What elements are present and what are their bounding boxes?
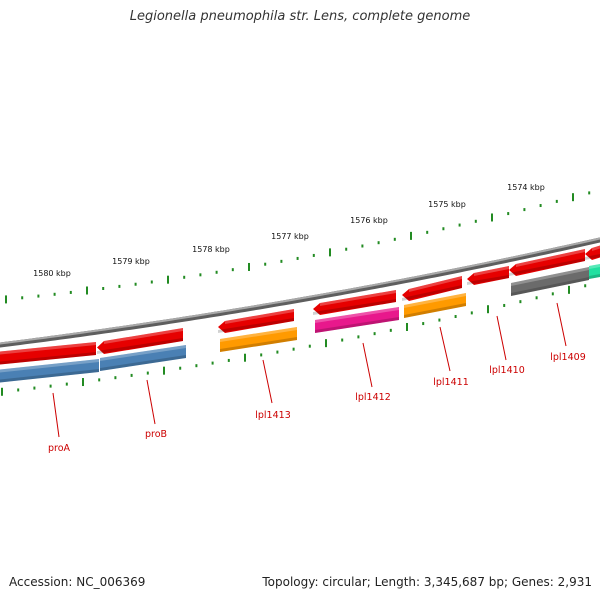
gene-label-lpl1413: lpl1413 — [255, 410, 291, 421]
map-title: Legionella pneumophila str. Lens, comple… — [129, 9, 471, 24]
scale-label-1575: 1575 kbp — [428, 200, 466, 209]
gene-feature-red — [402, 276, 462, 301]
scale-label-1579: 1579 kbp — [112, 257, 150, 266]
scale-label-1580: 1580 kbp — [33, 269, 71, 278]
gene-feature-red — [313, 290, 396, 315]
scale-label-1578: 1578 kbp — [192, 245, 230, 254]
gene-label-leader-lpl1412 — [362, 342, 373, 388]
gene-feature-orange — [220, 327, 297, 352]
gene-feature-red — [585, 245, 600, 260]
gene-label-proA: proA — [48, 443, 71, 454]
gene-label-leader-lpl1409 — [556, 302, 567, 347]
gene-feature-red — [0, 342, 96, 365]
gene-label-lpl1412: lpl1412 — [355, 392, 391, 403]
gene-feature-teal — [589, 263, 600, 279]
gene-feature-red — [97, 328, 183, 354]
gene-feature-red — [218, 309, 294, 333]
gene-label-lpl1411: lpl1411 — [433, 377, 469, 388]
gene-feature-red — [467, 266, 509, 285]
tick-marks — [1, 191, 591, 396]
gene-label-lpl1410: lpl1410 — [489, 365, 525, 376]
backbone-shadow — [0, 237, 600, 348]
accession-text: Accession: NC_006369 — [9, 575, 146, 589]
gene-label-lpl1409: lpl1409 — [550, 352, 586, 363]
gene-feature-blue — [0, 359, 99, 383]
gene-label-proB: proB — [145, 429, 167, 440]
gene-label-leader-proB — [146, 379, 156, 425]
topology-stats-text: Topology: circular; Length: 3,345,687 bp… — [262, 575, 592, 589]
gene-feature-gray — [511, 267, 589, 296]
gene-feature-pink — [315, 307, 399, 333]
gene-label-leader-lpl1411 — [439, 326, 451, 372]
scale-label-1576: 1576 kbp — [350, 216, 388, 225]
gene-label-leader-lpl1413 — [262, 359, 273, 404]
gene-feature-blue — [100, 345, 186, 371]
scale-label-1574: 1574 kbp — [507, 183, 545, 192]
gene-label-leader-lpl1410 — [496, 315, 507, 361]
scale-label-1577: 1577 kbp — [271, 232, 309, 241]
backbone-highlight — [0, 237, 600, 345]
gene-feature-red — [509, 249, 585, 276]
gene-label-leader-proA — [52, 392, 60, 438]
gene-feature-orange — [404, 293, 466, 318]
